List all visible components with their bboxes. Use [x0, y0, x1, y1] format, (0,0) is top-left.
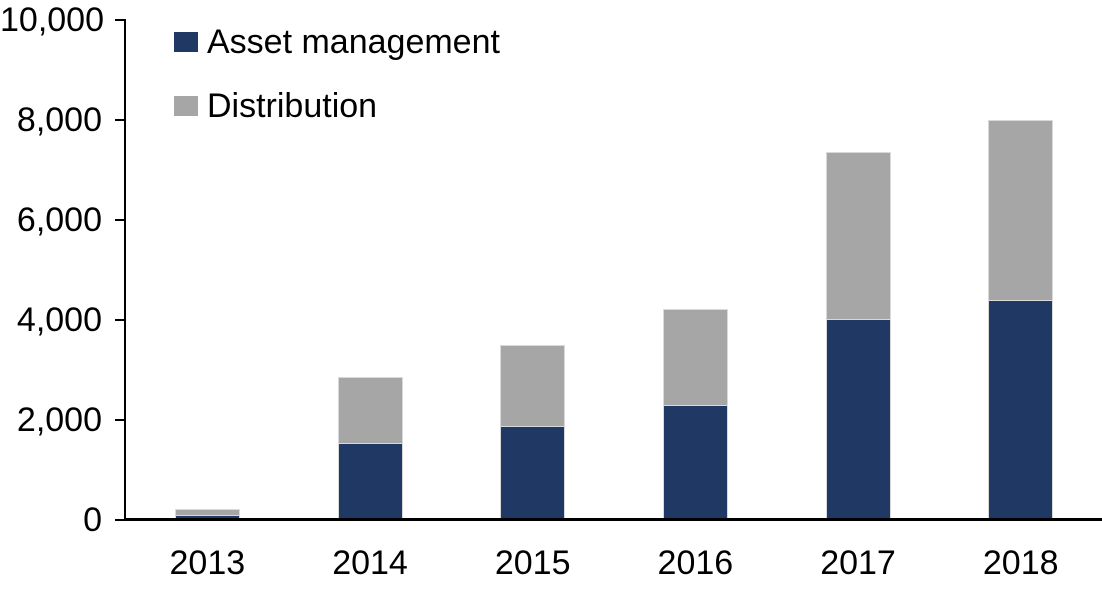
x-tick-label: 2016 [657, 544, 734, 582]
bar-group-2013: 2013 [126, 20, 289, 580]
bar-segment-asset-management [988, 300, 1054, 520]
bar-segment-asset-management [662, 405, 728, 520]
bar-segment-distribution [337, 377, 403, 443]
bar-segment-distribution [500, 345, 566, 426]
legend-item-asset-management: Asset management [174, 24, 500, 60]
y-tick-label: 4,000 [16, 300, 102, 339]
legend-item-distribution: Distribution [174, 88, 500, 124]
y-tick-label: 6,000 [16, 200, 102, 239]
bar-2017 [825, 151, 891, 520]
y-tick-label: 8,000 [16, 100, 102, 139]
bar-segment-asset-management [174, 515, 240, 520]
x-axis-line [124, 518, 1102, 521]
bar-group-2017: 2017 [777, 20, 940, 580]
y-axis-line [124, 19, 126, 521]
y-tick [115, 518, 125, 521]
legend: Asset management Distribution [174, 24, 500, 152]
legend-label: Distribution [207, 87, 378, 125]
y-tick [115, 318, 125, 321]
bar-segment-distribution [174, 509, 240, 515]
bar-segment-distribution [825, 151, 891, 319]
x-tick-label: 2014 [332, 544, 408, 582]
x-tick-label: 2015 [494, 544, 571, 582]
bar-group-2014: 2014 [289, 20, 452, 580]
bar-segment-asset-management [337, 443, 403, 520]
legend-swatch-icon [174, 96, 198, 116]
x-tick-label: 2017 [820, 544, 896, 582]
x-tick-label: 2013 [169, 544, 246, 582]
bar-group-2016: 2016 [614, 20, 777, 580]
x-tick-label: 2018 [982, 544, 1059, 582]
bar-2018 [988, 120, 1054, 520]
bar-group-2018: 2018 [939, 20, 1102, 580]
legend-swatch-icon [174, 32, 198, 52]
y-tick [115, 418, 125, 421]
bar-segment-asset-management [500, 426, 566, 520]
y-tick-label: 0 [83, 500, 102, 539]
bar-2014 [337, 377, 403, 520]
bar-segment-distribution [662, 308, 728, 405]
y-tick [115, 18, 125, 21]
bar-group-2015: 2015 [451, 20, 614, 580]
y-tick-label: 2,000 [16, 400, 102, 439]
bar-segment-asset-management [825, 318, 891, 520]
plot-area: 2013 2014 2015 2016 2017 2018 [126, 20, 1102, 580]
y-tick [115, 218, 125, 221]
bar-2016 [662, 308, 728, 520]
y-tick [115, 118, 125, 121]
y-tick-label: 10,000 [0, 0, 104, 39]
bar-segment-distribution [988, 120, 1054, 300]
bar-2013 [174, 509, 240, 520]
legend-label: Asset management [207, 23, 500, 61]
bar-2015 [500, 345, 566, 520]
